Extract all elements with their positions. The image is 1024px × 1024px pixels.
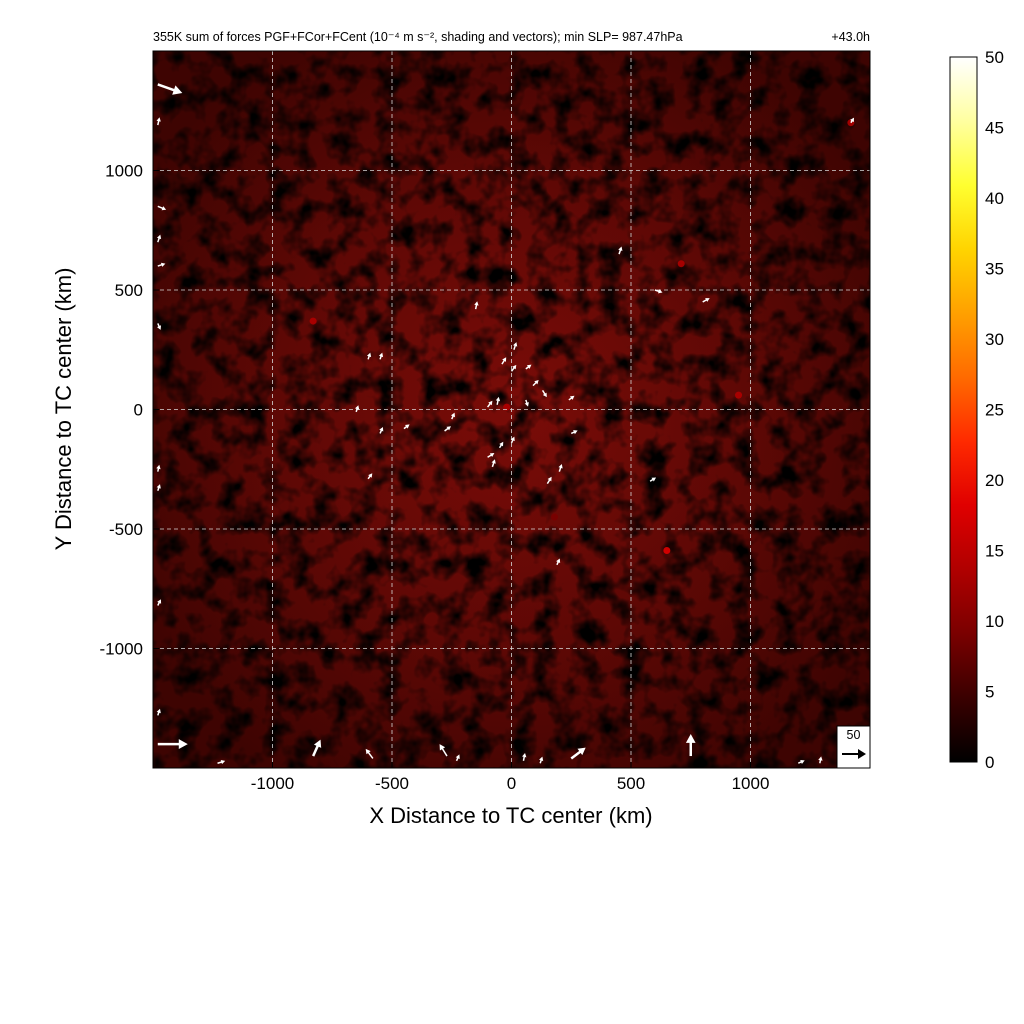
y-tick-label: -500 [109, 520, 143, 539]
chart-title: 355K sum of forces PGF+FCor+FCent (10⁻⁴ … [153, 30, 683, 44]
force-vector [157, 599, 162, 606]
force-vector [702, 298, 710, 303]
force-vector [524, 399, 529, 407]
force-vector [522, 752, 527, 761]
hotspot [503, 403, 511, 411]
force-vector [546, 476, 552, 484]
force-vector [649, 477, 657, 482]
force-vector [311, 739, 322, 757]
force-vector [513, 342, 518, 350]
plot-area: -1000 -500 0 500 1000 -1000 -500 0 500 1000 [100, 50, 871, 793]
hotspot [309, 317, 317, 325]
force-vector [510, 364, 517, 372]
force-vector [539, 756, 544, 764]
force-vector [568, 395, 575, 401]
force-vector [157, 205, 167, 211]
force-vector [156, 708, 161, 716]
colorbar-scale [949, 56, 978, 763]
force-vector [556, 558, 561, 566]
force-vector [570, 430, 578, 435]
force-vector [487, 400, 493, 408]
colorbar: 0 5 10 15 20 25 30 35 40 45 50 [949, 48, 1004, 772]
force-vector [797, 759, 805, 765]
x-tick-label: 0 [507, 774, 516, 793]
grid-lines [153, 51, 870, 768]
y-tick-label: 0 [134, 401, 143, 420]
hotspot [663, 547, 671, 555]
y-tick-label: 500 [115, 281, 143, 300]
force-vector [217, 759, 226, 765]
force-vector [367, 473, 373, 480]
colorbar-tick-label: 15 [985, 542, 1004, 561]
colorbar-tick-label: 25 [985, 401, 1004, 420]
force-vector [501, 357, 507, 365]
force-vector [525, 364, 532, 370]
force-vector [156, 117, 161, 126]
force-vector [818, 756, 823, 764]
x-tick-label: 1000 [732, 774, 770, 793]
y-tick-label: -1000 [100, 640, 143, 659]
reference-vector: 50 [836, 725, 871, 769]
force-vector [439, 744, 448, 757]
colorbar-tick-label: 20 [985, 471, 1004, 490]
colorbar-tick-label: 40 [985, 189, 1004, 208]
force-vector [156, 464, 161, 472]
force-vector [450, 412, 455, 420]
colorbar-tick-label: 10 [985, 612, 1004, 631]
force-vector [157, 83, 183, 95]
force-vector [558, 464, 563, 472]
force-vector [355, 405, 360, 413]
y-axis-title: Y Distance to TC center (km) [51, 268, 76, 551]
force-vector [157, 262, 166, 267]
force-vector [157, 739, 188, 750]
reference-vector-label: 50 [847, 728, 861, 742]
force-vector [685, 734, 696, 757]
force-vector [541, 389, 547, 398]
x-tick-label: -1000 [251, 774, 294, 793]
force-vector [403, 424, 410, 430]
force-vector [444, 426, 451, 432]
force-vector [570, 747, 586, 760]
force-vector [365, 748, 374, 759]
colorbar-tick-label: 45 [985, 119, 1004, 138]
x-axis-title: X Distance to TC center (km) [369, 803, 652, 828]
force-vector [495, 396, 501, 405]
force-vector [654, 289, 663, 294]
force-vector [850, 117, 855, 124]
force-vector [491, 459, 496, 468]
force-vector [532, 379, 539, 387]
colorbar-tick-label: 0 [985, 753, 994, 772]
force-vector [156, 323, 162, 330]
force-vector [474, 301, 479, 310]
x-tick-label: -500 [375, 774, 409, 793]
force-vector [156, 234, 162, 243]
time-label: +43.0h [831, 30, 870, 44]
hotspot [735, 391, 743, 399]
y-tick-label: 1000 [105, 162, 143, 181]
force-vector [156, 484, 161, 491]
force-vector [510, 436, 515, 444]
force-vector [455, 754, 460, 762]
hotspot [677, 260, 685, 268]
colorbar-tick-label: 50 [985, 48, 1004, 67]
vector-field [156, 83, 855, 765]
x-tick-label: 500 [617, 774, 645, 793]
hotspot [551, 513, 559, 521]
x-axis-ticks: -1000 -500 0 500 1000 [251, 762, 770, 793]
colorbar-ticks: 0 5 10 15 20 25 30 35 40 45 50 [985, 48, 1004, 772]
force-vector [378, 352, 384, 360]
force-vector [487, 453, 495, 458]
force-vector [498, 441, 504, 449]
colorbar-tick-label: 30 [985, 330, 1004, 349]
colorbar-tick-label: 35 [985, 260, 1004, 279]
force-vector [366, 352, 372, 360]
force-vector [618, 246, 623, 255]
y-axis-ticks: -1000 -500 0 500 1000 [100, 162, 159, 659]
colorbar-tick-label: 5 [985, 683, 994, 702]
force-vector [379, 427, 384, 434]
